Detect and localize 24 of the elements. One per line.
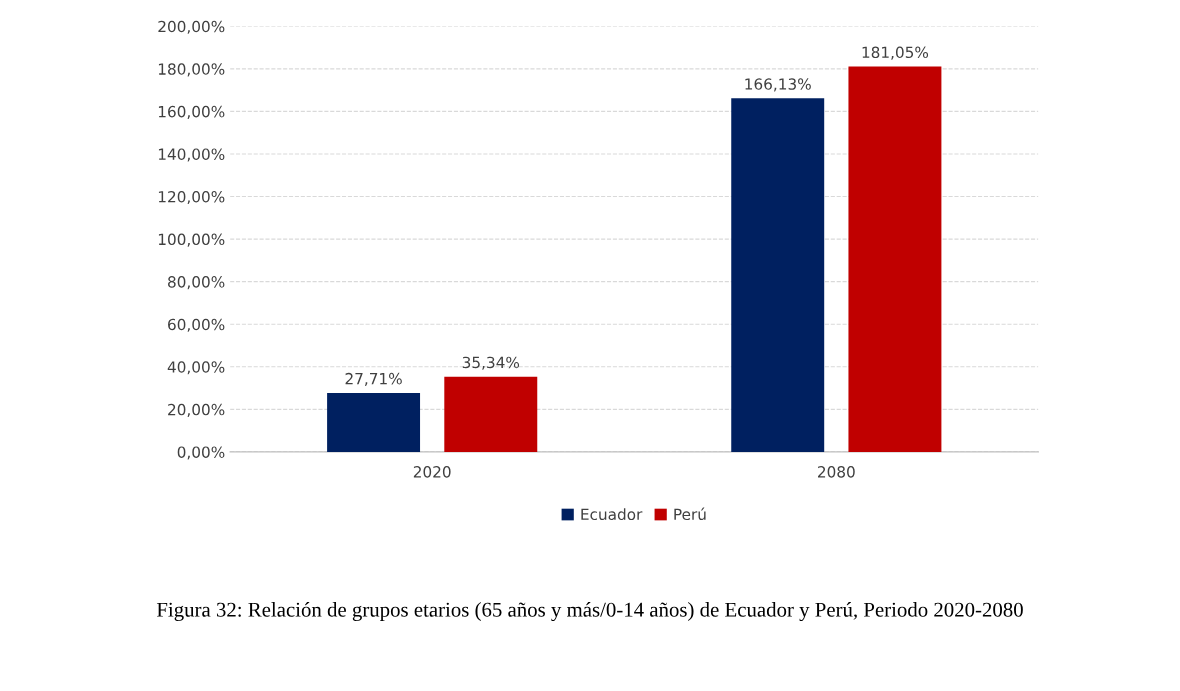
data-label: 166,13% — [745, 78, 811, 92]
x-tick-label: 2020 — [413, 466, 451, 478]
y-tick-label: 120,00% — [158, 190, 225, 205]
y-tick-label: 200,00% — [158, 20, 225, 34]
y-tick-label: 180,00% — [158, 63, 225, 77]
x-tick-label: 2080 — [818, 466, 855, 478]
y-tick-label: 60,00% — [168, 318, 225, 332]
y-tick-label: 80,00% — [168, 276, 225, 290]
y-tick-label: 160,00% — [158, 105, 225, 119]
y-tick-label: 0,00% — [177, 446, 225, 460]
bar — [444, 376, 538, 452]
legend-label: Ecuador — [581, 508, 643, 521]
legend-label: Perú — [674, 507, 706, 521]
data-label: 181,05% — [862, 46, 929, 60]
text: Figura 32: Relación de grupos etarios (65 años y más/0-14 años) de Ecuador y Perú, Periodo 2020-2080 — [156, 602, 1023, 622]
y-tick-label: 140,00% — [158, 148, 225, 162]
y-tick-label: 20,00% — [168, 403, 225, 417]
bar — [848, 66, 942, 452]
bar — [731, 98, 825, 452]
bar — [327, 392, 421, 452]
data-label: 35,34% — [462, 356, 520, 370]
y-tick-label: 100,00% — [158, 233, 225, 247]
data-label: 27,71% — [345, 372, 402, 386]
y-tick-label: 40,00% — [167, 361, 225, 375]
